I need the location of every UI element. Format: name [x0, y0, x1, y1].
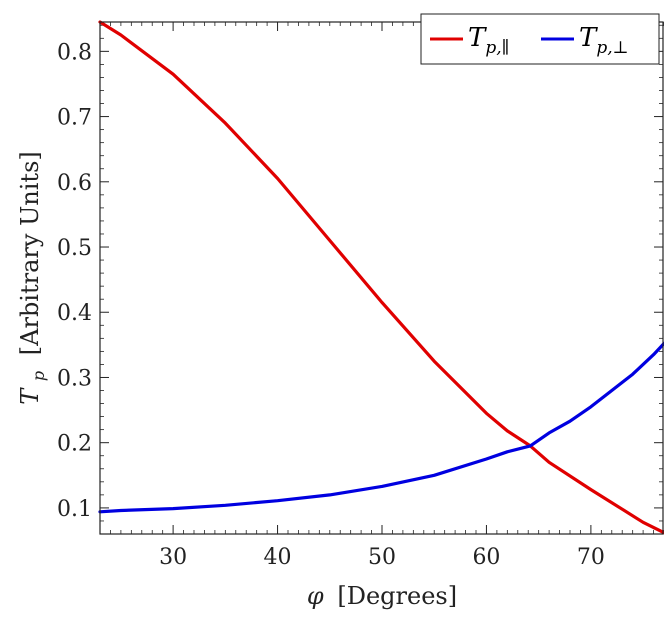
y-axis-label: T p [Arbitrary Units]	[16, 151, 50, 405]
legend-entry-parallel: Tp,∥	[468, 23, 509, 58]
series-line-perpendicular	[98, 341, 664, 514]
legend-entry-perpendicular: Tp,⊥	[579, 23, 629, 58]
y-tick-label: 0.1	[57, 497, 92, 522]
x-tick-label: 50	[368, 545, 396, 570]
y-tick-label: 0.2	[57, 432, 92, 457]
x-axis-label-symbol: φ	[307, 582, 324, 610]
y-tick-label: 0.8	[57, 40, 92, 65]
y-tick-label: 0.3	[57, 366, 92, 391]
x-tick-label: 70	[577, 545, 605, 570]
x-axis-label-text: [Degrees]	[337, 582, 457, 610]
y-tick-label: 0.4	[57, 301, 92, 326]
series-lines	[98, 20, 664, 535]
x-tick-label: 30	[159, 545, 187, 570]
legend: Tp,∥ Tp,⊥	[420, 13, 660, 65]
series-line-parallel	[98, 20, 664, 535]
y-tick-label: 0.6	[57, 171, 92, 196]
x-axis-label: φ [Degrees]	[307, 582, 457, 610]
y-axis-label-symbol: T	[16, 387, 44, 405]
x-tick-label: 60	[472, 545, 500, 570]
y-tick-label: 0.7	[57, 106, 92, 131]
axes: 30 40 50 60 70 0.1 0.2 0.3 0.4 0.5 0.6 0.7 0.8	[57, 22, 664, 570]
y-axis-label-sub: p	[29, 371, 48, 381]
y-axis-label-text: [Arbitrary Units]	[16, 151, 44, 355]
x-tick-label: 40	[264, 545, 292, 570]
y-tick-label: 0.5	[57, 236, 92, 261]
plot-frame	[99, 21, 664, 535]
legend-box	[420, 13, 660, 65]
